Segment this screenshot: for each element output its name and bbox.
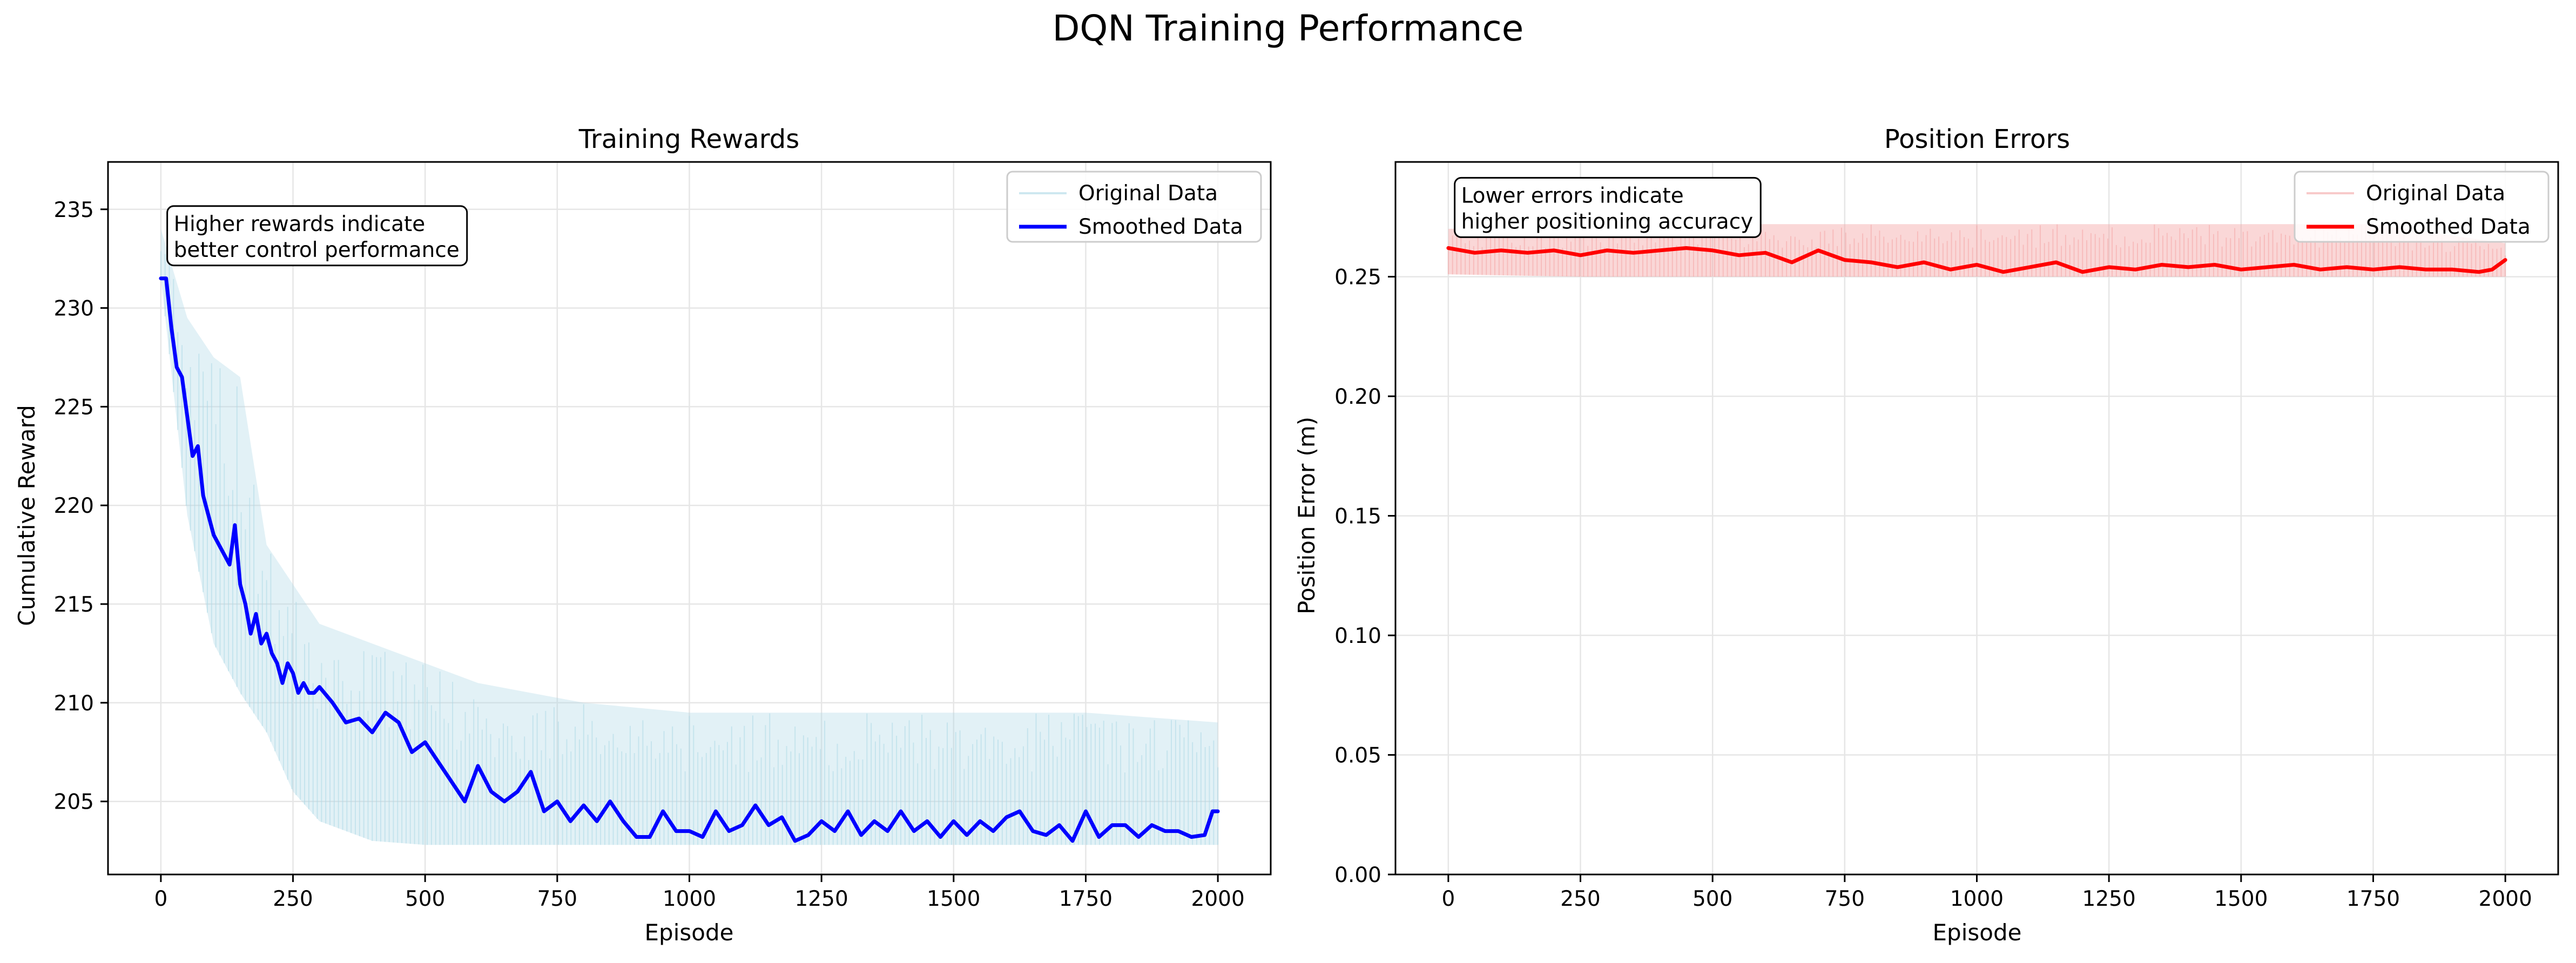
legend: Original Data Smoothed Data: [2294, 171, 2550, 243]
annotation-box: [166, 205, 468, 267]
chart-title: Position Errors: [1884, 124, 2070, 154]
legend-label: Original Data: [1078, 181, 1218, 206]
x-tick-label: 1250: [795, 887, 848, 911]
x-tick-label: 750: [537, 887, 577, 911]
series-original-data-band: [160, 229, 1218, 845]
x-axis-label: Episode: [1933, 919, 2022, 946]
series-smoothed-data: [159, 276, 1220, 843]
x-tick-label: 750: [1825, 887, 1865, 911]
y-axis-label: Cumulative Reward: [14, 405, 40, 626]
y-tick-label: 205: [54, 790, 94, 815]
y-tick-label: 0.20: [1334, 385, 1381, 409]
annotation-line: higher positioning accuracy: [1461, 209, 1754, 234]
y-tick-label: 235: [54, 198, 94, 222]
chart-training-rewards: Training Rewards Episode Cumulative Rewa…: [14, 124, 1272, 946]
y-tick-label: 0.00: [1334, 863, 1381, 887]
x-tick-label: 2000: [1191, 887, 1245, 911]
grid: [108, 162, 1271, 874]
y-tick-label: 225: [54, 395, 94, 419]
x-axis-label: Episode: [645, 919, 734, 946]
x-tick-label: 1000: [1950, 887, 2004, 911]
y-tick-label: 0.25: [1334, 266, 1381, 290]
x-tick-label: 250: [1560, 887, 1600, 911]
x-tick-label: 500: [1692, 887, 1732, 911]
y-tick-label: 0.15: [1334, 505, 1381, 529]
annotation-line: Higher rewards indicate: [174, 212, 426, 236]
x-tick-label: 1000: [663, 887, 716, 911]
x-tick-label: 1250: [2082, 887, 2136, 911]
x-tick-label: 0: [1441, 887, 1455, 911]
x-tick-label: 1750: [2346, 887, 2400, 911]
legend-frame: [1006, 171, 1262, 243]
x-tick-label: 2000: [2479, 887, 2532, 911]
legend: Original Data Smoothed Data: [1006, 171, 1262, 243]
y-tick-label: 230: [54, 297, 94, 321]
annotation-line: Lower errors indicate: [1461, 184, 1684, 208]
y-axis-label: Position Error (m): [1293, 417, 1320, 614]
legend-label: Smoothed Data: [2366, 215, 2531, 239]
y-tick-label: 215: [54, 593, 94, 617]
chart-title: Training Rewards: [578, 124, 799, 154]
legend-label: Smoothed Data: [1078, 215, 1243, 239]
x-tick-label: 1500: [927, 887, 980, 911]
y-tick-label: 220: [54, 494, 94, 518]
x-tick-label: 250: [273, 887, 313, 911]
chart-position-errors: Position Errors Episode Position Error (…: [1293, 124, 2559, 946]
annotation-box: [1454, 177, 1762, 238]
y-tick-label: 210: [54, 691, 94, 716]
figure-title: DQN Training Performance: [1053, 8, 1524, 49]
legend-frame: [2294, 171, 2550, 243]
x-tick-label: 1750: [1059, 887, 1112, 911]
x-tick-label: 1500: [2214, 887, 2268, 911]
annotation-line: better control performance: [174, 238, 460, 262]
series-smoothed-data: [1446, 246, 2507, 274]
y-tick-label: 0.10: [1334, 624, 1381, 648]
x-tick-label: 0: [154, 887, 167, 911]
series-original-data: [160, 229, 1219, 845]
legend-label: Original Data: [2366, 181, 2505, 206]
plot-area: [159, 229, 1220, 845]
y-tick-label: 0.05: [1334, 744, 1381, 768]
x-tick-label: 500: [405, 887, 445, 911]
